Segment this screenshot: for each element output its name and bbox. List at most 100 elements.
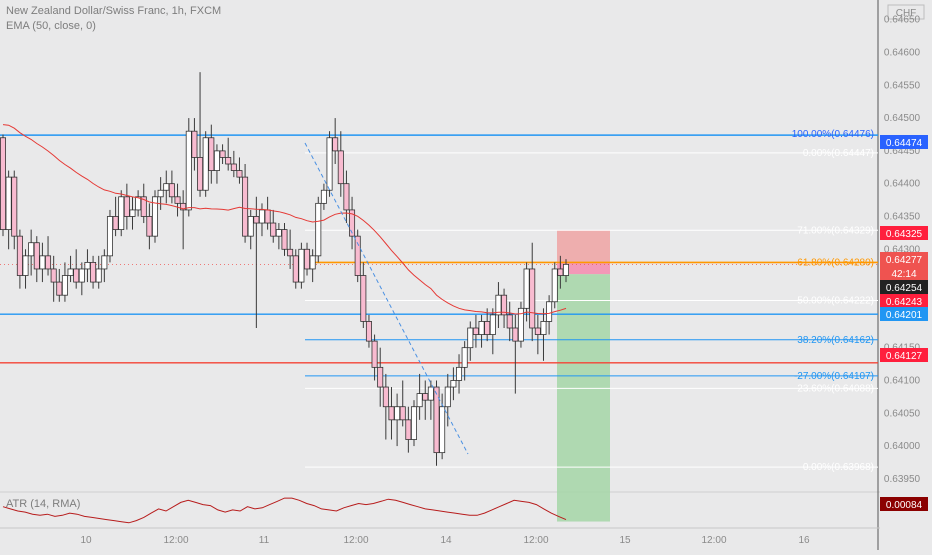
time-tick-label: 12:00	[163, 535, 188, 546]
time-tick-label: 14	[440, 535, 452, 546]
candle-body	[354, 235, 361, 276]
candle-body	[78, 268, 85, 283]
currency-badge: CHF	[896, 8, 917, 19]
price-tag-label: 0.64474	[886, 138, 923, 149]
fib-label: 71.00%(0.64329)	[797, 225, 874, 236]
candle-body	[230, 163, 237, 171]
candle-body	[225, 157, 232, 165]
candle-body	[309, 255, 316, 270]
time-tick-label: 15	[619, 535, 631, 546]
candle-body	[517, 307, 524, 342]
fib-label: 0.00%(0.64447)	[803, 148, 874, 159]
price-tick-label: 0.63950	[884, 474, 921, 485]
candle-body	[461, 347, 468, 368]
candle-body	[298, 248, 305, 283]
take-profit-zone	[557, 274, 610, 522]
candle-body	[185, 130, 192, 211]
price-tag-label: 0.64243	[886, 297, 923, 308]
price-tick-label: 0.64650	[884, 15, 921, 26]
candle-body	[197, 157, 204, 191]
candle-body	[540, 321, 547, 335]
currency-badge-box[interactable]	[887, 4, 925, 20]
time-tick-label: 12:00	[701, 535, 726, 546]
candle-body	[512, 327, 519, 342]
candle-body	[382, 386, 389, 408]
atr-value-tag	[880, 497, 928, 511]
price-tick-label: 0.64050	[884, 408, 921, 419]
candle-body	[140, 196, 147, 217]
candle-body	[56, 281, 63, 296]
candle-body	[467, 327, 474, 349]
price-tag-box	[880, 226, 928, 240]
price-axis[interactable]: 0.646500.646000.645500.645000.644500.644…	[884, 15, 921, 485]
ema-line	[2, 124, 567, 315]
candle-body	[264, 209, 271, 224]
candle-body	[258, 209, 265, 224]
candle-body	[394, 406, 401, 421]
fib-label: 38.20%(0.64162)	[797, 335, 874, 346]
candle-body	[5, 176, 12, 230]
candle-body	[219, 150, 226, 158]
candle-body	[444, 386, 451, 408]
time-axis[interactable]: 10 12:00 11 12:00 14 12:00 15 12:00 16	[80, 535, 810, 546]
candle-body	[439, 406, 446, 454]
candle-body	[118, 196, 125, 231]
candle-body	[168, 183, 175, 198]
candle-body	[422, 393, 429, 401]
price-tick-label: 0.64000	[884, 441, 921, 452]
candle-body	[90, 261, 97, 283]
candle-body	[371, 340, 378, 368]
fib-label: 61.80%(0.64280)	[797, 257, 874, 268]
price-tag-label: 42:14	[891, 269, 916, 280]
price-tag-box	[880, 266, 928, 280]
stop-loss-zone	[557, 230, 610, 263]
candle-body	[106, 216, 113, 257]
candle-body	[275, 229, 282, 237]
candle-body	[546, 301, 553, 322]
candle-body	[388, 406, 395, 421]
candle-body	[135, 196, 142, 211]
candle-body	[202, 137, 209, 191]
candle-body	[146, 216, 153, 237]
candle-body	[73, 268, 80, 283]
atr-line	[2, 497, 567, 524]
price-tag-box	[880, 294, 928, 308]
candle-body	[191, 130, 198, 158]
candle-body	[33, 242, 40, 270]
candle-body	[450, 380, 457, 388]
candle-body	[529, 268, 536, 329]
candle-body	[22, 255, 29, 276]
price-tag-box	[880, 135, 928, 149]
candle-body	[129, 209, 136, 217]
candle-body	[0, 137, 6, 230]
candle-body	[270, 222, 277, 237]
candle-body	[320, 189, 327, 204]
atr-pane-bg	[0, 492, 880, 528]
indicator-label: EMA (50, close, 0)	[6, 20, 96, 32]
candle-body	[247, 216, 254, 237]
trend-line[interactable]	[304, 142, 469, 455]
position-zones[interactable]	[557, 230, 610, 522]
candle-body	[292, 255, 299, 283]
candle-body	[349, 209, 356, 237]
candle-body	[506, 314, 513, 329]
candle-body	[343, 183, 350, 211]
candle-body	[377, 366, 384, 388]
candle-body	[208, 137, 215, 171]
fib-label: 100.00%(0.64476)	[792, 129, 874, 140]
horizontal-lines[interactable]	[0, 134, 878, 468]
price-tick-label: 0.64600	[884, 47, 921, 58]
candle-body	[11, 176, 18, 237]
atr-label: ATR (14, RMA)	[6, 498, 80, 510]
candle-body	[61, 275, 68, 296]
time-tick-label: 11	[259, 535, 270, 546]
candle-body	[557, 268, 564, 276]
candle-body	[405, 419, 412, 440]
candle-body	[281, 229, 288, 250]
candle-body	[489, 314, 496, 335]
price-tick-label: 0.64350	[884, 211, 921, 222]
price-tick-label: 0.64300	[884, 244, 921, 255]
chart-title: New Zealand Dollar/Swiss Franc, 1h, FXCM	[6, 5, 221, 17]
